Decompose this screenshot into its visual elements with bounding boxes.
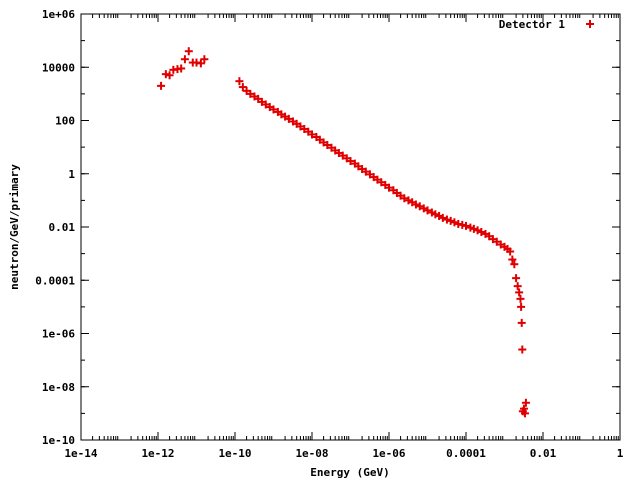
data-point	[177, 64, 186, 73]
data-point	[438, 213, 447, 222]
data-point	[521, 398, 530, 407]
y-axis-label: neutron/GeV/primary	[8, 164, 21, 290]
x-tick-label: 1e-14	[64, 447, 97, 460]
data-point	[361, 167, 370, 176]
legend-label-detector-1: Detector 1	[499, 18, 566, 31]
legend-marker-plus	[586, 20, 594, 28]
data-point	[346, 157, 355, 166]
data-point	[519, 404, 528, 413]
data-point	[446, 216, 455, 225]
data-point	[517, 302, 526, 311]
x-tick-label: 1e-08	[295, 447, 328, 460]
x-tick-label: 1e-12	[141, 447, 174, 460]
data-point	[308, 130, 316, 139]
data-point	[518, 345, 527, 354]
legend-marker-plus-icon	[586, 20, 594, 28]
axis-ticks: 1e-14 1e-12 1e-10 1e-08 1e-06 0.0001 0.01 1 1e-1…	[35, 8, 623, 460]
data-point	[196, 59, 205, 68]
data-point	[400, 194, 409, 203]
data-point	[200, 55, 209, 64]
legend: Detector 1	[499, 18, 594, 31]
data-point	[508, 255, 517, 264]
data-point	[510, 260, 519, 269]
data-point	[450, 218, 459, 227]
y-tick-label: 100	[55, 115, 75, 128]
data-point	[238, 83, 247, 92]
data-point	[184, 47, 193, 56]
data-point	[161, 70, 170, 79]
data-point	[506, 247, 515, 256]
data-point	[513, 282, 522, 291]
x-tick-label: 1	[617, 447, 624, 460]
y-tick-label: 1e-10	[42, 434, 75, 447]
plot-frame	[80, 13, 621, 441]
x-tick-label: 0.01	[530, 447, 557, 460]
data-point	[515, 288, 524, 297]
data-point	[180, 55, 189, 64]
data-point	[520, 409, 529, 418]
x-axis-label: Energy (GeV)	[310, 466, 389, 479]
data-point	[157, 81, 166, 90]
data-point	[462, 221, 470, 230]
y-tick-label: 10000	[42, 61, 75, 74]
data-point	[385, 183, 393, 192]
y-tick-label: 0.0001	[35, 274, 75, 287]
data-point	[512, 274, 521, 283]
data-point	[458, 220, 467, 229]
data-point	[165, 71, 174, 80]
data-point	[477, 227, 486, 236]
data-point	[517, 318, 526, 327]
data-point	[473, 226, 482, 235]
data-points	[157, 47, 530, 418]
data-point	[246, 89, 255, 98]
data-point	[235, 77, 244, 86]
y-tick-label: 1	[68, 168, 75, 181]
data-point	[323, 141, 332, 150]
y-tick-label: 1e-08	[42, 381, 75, 394]
data-point	[269, 105, 278, 114]
y-tick-label: 1e-06	[42, 328, 75, 341]
data-point	[469, 224, 478, 233]
data-point	[431, 210, 440, 219]
data-point	[284, 114, 293, 123]
data-point	[516, 294, 525, 303]
y-tick-label: 0.01	[49, 221, 76, 234]
x-tick-label: 1e-06	[372, 447, 405, 460]
data-point	[423, 206, 432, 215]
y-tick-label: 1e+06	[42, 8, 75, 21]
x-tick-label: 0.0001	[446, 447, 486, 460]
data-point	[442, 215, 451, 224]
x-tick-label: 1e-10	[218, 447, 251, 460]
